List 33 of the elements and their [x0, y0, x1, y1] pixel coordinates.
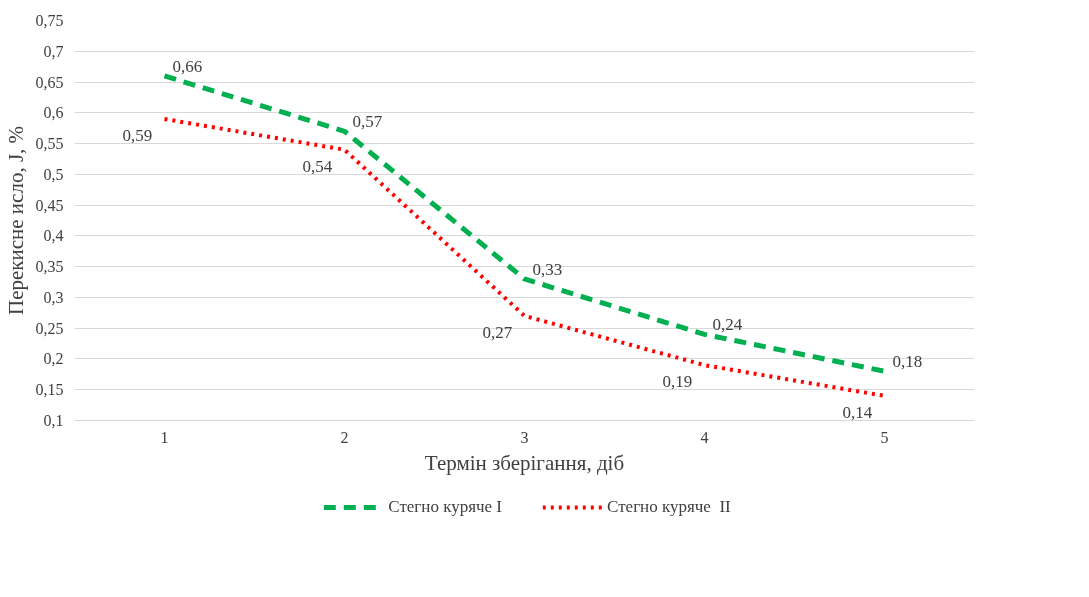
data-label: 0,59: [122, 125, 153, 145]
y-tick-label: 0,6: [43, 104, 64, 122]
data-label: 0,66: [172, 56, 203, 76]
y-tick-label: 0,7: [43, 42, 64, 60]
legend-label: Стегно куряче I: [388, 497, 503, 517]
y-tick-label: 0,55: [35, 135, 64, 153]
x-tick-label: 5: [880, 428, 889, 446]
y-tick-label: 0,45: [35, 196, 64, 214]
y-tick-label: 0,3: [43, 288, 64, 306]
x-tick-label: 4: [700, 428, 709, 446]
x-axis-title: Термін зберігання, діб: [424, 450, 625, 475]
data-label: 0,19: [662, 372, 693, 392]
y-tick-label: 0,5: [43, 165, 64, 183]
data-label: 0,14: [842, 402, 873, 422]
y-tick-label: 0,2: [43, 350, 64, 368]
y-tick-label: 0,1: [43, 412, 64, 429]
y-axis-title: Перекисне исло, J, %: [3, 125, 28, 316]
y-tick-label: 0,15: [35, 381, 64, 399]
x-tick-label: 3: [520, 428, 529, 446]
data-label: 0,57: [352, 112, 383, 132]
y-tick-label: 0,25: [35, 319, 64, 337]
x-tick-label: 2: [340, 428, 349, 446]
y-tick-label: 0,75: [35, 12, 64, 29]
y-tick-label: 0,35: [35, 258, 64, 276]
data-label: 0,18: [892, 352, 923, 372]
data-label: 0,33: [532, 259, 563, 279]
legend-label: Стегно куряче II: [607, 497, 731, 517]
data-label: 0,27: [482, 322, 513, 342]
y-tick-label: 0,65: [35, 73, 64, 91]
data-label: 0,54: [302, 156, 333, 176]
x-tick-label: 1: [160, 428, 169, 446]
data-label: 0,24: [712, 315, 743, 335]
y-tick-label: 0,4: [43, 227, 64, 245]
